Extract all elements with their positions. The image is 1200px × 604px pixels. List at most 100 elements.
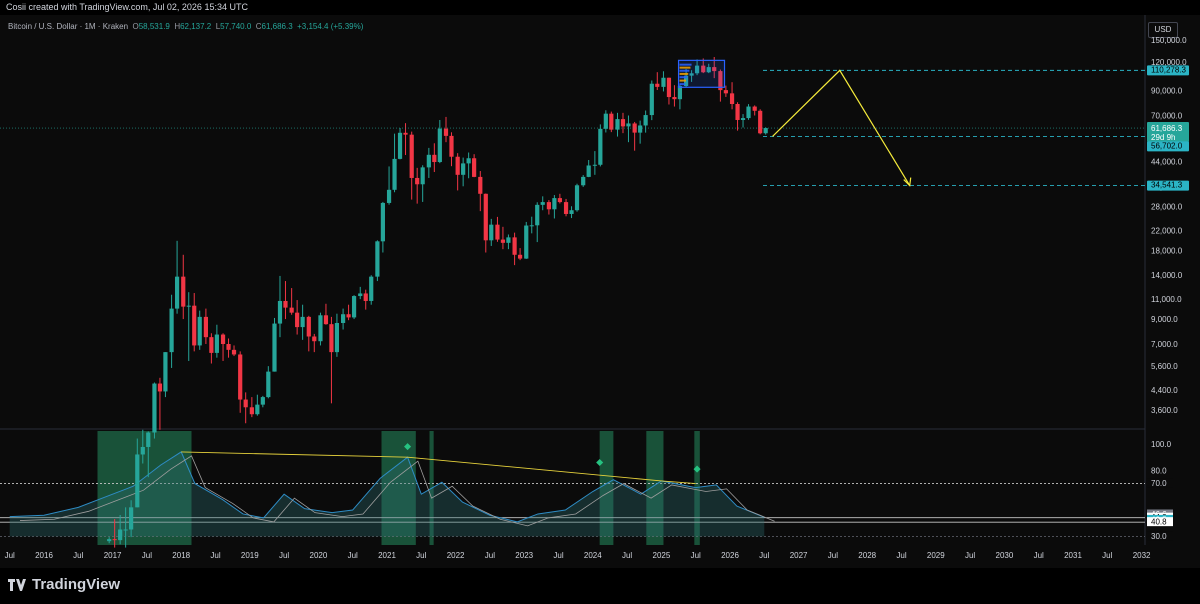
candle-body [340,314,346,324]
candle-body [432,154,437,163]
time-tick-label: Jul [691,551,701,560]
candle-body [369,276,374,301]
volume-profile-bar [679,79,687,82]
price-chart[interactable]: 150,000.0 120,000.0 90,000.0 70,000.0 44,000… [0,0,1200,568]
candle-body [569,210,574,214]
candle-body [500,239,506,243]
indicator-trendline [181,451,696,485]
price-tick-label: 120,000.0 [1151,58,1187,67]
candle-body [415,177,420,185]
candle-body [163,352,168,392]
price-tick-label: 90,000.0 [1151,87,1183,96]
candle-body [655,83,660,87]
candlestick-series [107,57,768,548]
price-tick-label: 11,000.0 [1151,295,1182,304]
candle-body [592,164,597,166]
time-tick-label: Jul [622,551,632,560]
time-tick-label: Jul [1034,551,1044,560]
signal-zone [381,431,416,545]
time-tick-label: 2017 [104,551,122,560]
candle-body [740,118,746,120]
candle-body [763,128,768,134]
level-label-low: 34,541.3 [1151,181,1183,190]
candle-body [238,354,243,400]
time-tick-label: Jul [5,551,15,560]
candle-body [598,128,603,165]
indicator-signal-line [19,455,775,527]
countdown-label: 29d 9h [1151,133,1175,142]
candle-body [403,132,408,135]
price-tick-label: 14,000.0 [1151,271,1183,280]
price-tick-label: 9,000.0 [1151,315,1178,324]
close-value: 61,686.3 [261,22,293,31]
candle-body [277,300,283,324]
candle-body [300,316,305,328]
candle-body [535,204,540,226]
symbol-legend: Bitcoin / U.S. Dollar · 1M · Kraken O58,… [8,22,363,31]
time-tick-label: 2018 [172,551,190,560]
candle-body [746,106,751,119]
level-label-low-bg [1147,180,1189,191]
candle-body [312,336,317,342]
candle-body [529,225,534,227]
time-tick-label: Jul [759,551,769,560]
candle-body [192,305,197,346]
time-tick-label: Jul [142,551,152,560]
time-tick-label: 2023 [515,551,533,560]
candle-body [620,119,626,127]
volume-profile-bar [679,66,691,69]
candle-body [220,334,226,345]
candle-body [563,202,569,214]
time-tick-label: 2016 [35,551,53,560]
candle-body [186,305,191,307]
candle-body [295,312,300,328]
price-tick-label: 18,000.0 [1151,246,1183,255]
candle-body [197,316,202,346]
candle-body [706,67,711,73]
candle-body [466,158,471,164]
tradingview-logo[interactable]: TradingView [8,576,120,593]
signal-zone [599,431,614,545]
candle-body [157,383,163,392]
candle-body [318,315,323,342]
candle-body [546,202,551,210]
high-value: 62,137.2 [180,22,212,31]
indicator-label-bg [1147,478,1173,488]
candle-body [603,113,608,129]
indicator-tick-label: 80.0 [1151,466,1167,475]
volume-profile-bar [679,76,688,79]
candle-body [718,71,723,91]
candle-body [260,397,265,405]
indicator-tick-label: 100.0 [1151,440,1172,449]
candle-body [289,307,294,313]
candle-body [729,93,735,104]
time-tick-label: 2026 [721,551,739,560]
last-price-tag-bg [1147,122,1189,143]
price-tick-label: 150,000.0 [1151,36,1187,45]
candle-body [483,193,488,241]
time-tick-label: 2020 [310,551,328,560]
candle-body [495,224,500,240]
candle-body [712,67,717,72]
candle-body [123,529,128,531]
candle-body [506,237,511,243]
candle-body [615,119,620,130]
candle-body [392,158,397,190]
price-tick-label: 4,400.0 [1151,386,1178,395]
symbol-name[interactable]: Bitcoin / U.S. Dollar · 1M · Kraken [8,22,129,31]
time-tick-label: Jul [348,551,358,560]
candle-body [752,106,757,111]
level-label-mid: 56,702.0 [1151,141,1183,150]
currency-button[interactable]: USD [1148,22,1178,38]
credit-text: Cosii created with TradingView.com, Jul … [6,2,248,12]
indicator-label-bg [1147,517,1173,527]
volume-profile-bar [679,69,690,72]
candle-body [363,293,368,301]
change-value: +3,154.4 (+5.39%) [297,22,364,31]
candle-body [478,176,483,194]
candle-body [135,454,140,508]
candle-body [255,404,260,415]
candle-body [209,337,214,353]
candle-body [375,241,380,277]
time-tick-label: 2032 [1133,551,1151,560]
